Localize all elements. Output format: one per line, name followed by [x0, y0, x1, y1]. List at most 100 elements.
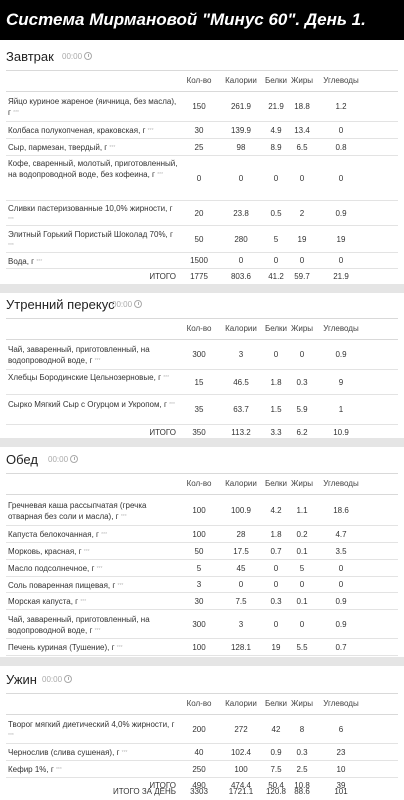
meal-name[interactable]: Обед [6, 452, 38, 467]
food-name[interactable]: Чай, заваренный, приготовленный, на водо… [8, 345, 150, 365]
food-prot-value: 5 [273, 234, 279, 244]
protein-column-header: Белки [264, 324, 288, 333]
food-row[interactable]: Вода, г *** 1500 0 0 0 0 [6, 253, 398, 269]
food-row[interactable]: Колбаса полукопченая, краковская, г *** 3… [6, 122, 398, 139]
edit-icon[interactable]: *** [117, 582, 124, 589]
edit-icon[interactable]: *** [13, 110, 19, 116]
edit-icon[interactable]: *** [94, 358, 101, 364]
food-name[interactable]: Морская капуста, г *** [8, 597, 87, 606]
food-row[interactable]: Гречневая каша рассыпчатая (гречка отвар… [6, 495, 398, 526]
edit-icon[interactable]: *** [121, 750, 128, 756]
food-name[interactable]: Гречневая каша рассыпчатая (гречка отвар… [8, 500, 147, 521]
food-row[interactable]: Морская капуста, г *** 30 7.5 0.3 0.1 0.9 [6, 593, 398, 610]
food-row[interactable]: Морковь, красная, г *** 50 17.5 0.7 0.1 3.5 [6, 543, 398, 560]
edit-icon[interactable]: *** [83, 549, 90, 555]
food-prot-value: 0.7 [270, 546, 282, 556]
food-name[interactable]: Капуста белокочанная, г *** [8, 530, 108, 539]
edit-icon[interactable]: *** [101, 532, 108, 538]
meal-name[interactable]: Ужин [6, 672, 37, 687]
meal-time[interactable]: 00:00 [112, 300, 143, 309]
food-kcal-value: 7.5 [235, 596, 247, 606]
food-row[interactable]: Кефир 1%, г *** 250 100 7.5 2.5 10 [6, 761, 398, 778]
food-row[interactable]: Чай, заваренный, приготовленный, на водо… [6, 610, 398, 639]
edit-icon[interactable]: *** [55, 767, 62, 773]
food-qty-value: 20 [194, 208, 204, 218]
food-name[interactable]: Кефир 1%, г *** [8, 765, 62, 774]
fat-column-header: Жиры [290, 479, 314, 488]
edit-icon[interactable]: *** [96, 566, 103, 572]
edit-icon[interactable]: *** [94, 627, 101, 634]
food-row[interactable]: Печень куриная (Тушение), г *** 100 128.1 1… [6, 639, 398, 656]
food-row[interactable]: Сливки пастеризованные 10,0% жирности, г… [6, 201, 398, 226]
edit-icon[interactable]: *** [8, 217, 14, 223]
food-row[interactable]: Сыр, пармезан, твердый, г *** 25 98 8.9 6.5 0… [6, 139, 398, 156]
food-carb-value: 4.7 [335, 529, 347, 539]
table-header: Кол-во Калории Белки Жиры Углеводы [6, 70, 398, 92]
food-name[interactable]: Чай, заваренный, приготовленный, на водо… [8, 614, 150, 635]
meal-section: Завтрак 00:00 Кол-во Калории Белки Жиры Углево… [0, 44, 404, 284]
qty-column-header: Кол-во [186, 324, 212, 333]
food-name[interactable]: Элитный Горький Пористый Шоколад 70%, г … [8, 229, 173, 249]
clock-icon[interactable] [84, 52, 93, 60]
food-name[interactable]: Масло подсолнечное, г *** [8, 564, 103, 573]
meal-name[interactable]: Утренний перекус [6, 297, 115, 312]
food-name[interactable]: Сыр, пармезан, твердый, г *** [8, 143, 116, 152]
edit-icon[interactable]: *** [8, 732, 14, 739]
clock-icon[interactable] [64, 675, 73, 683]
meal-time[interactable]: 00:00 [62, 52, 93, 61]
edit-icon[interactable]: *** [120, 513, 127, 520]
edit-icon[interactable]: *** [157, 172, 164, 178]
food-row[interactable]: Капуста белокочанная, г *** 100 28 1.8 0.2 4.… [6, 526, 398, 543]
food-row[interactable]: Масло подсолнечное, г *** 5 45 0 5 0 [6, 560, 398, 577]
food-name[interactable]: Творог мягкий диетический 4,0% жирности,… [8, 719, 175, 739]
food-name[interactable]: Морковь, красная, г *** [8, 547, 90, 556]
food-prot-value: 7.5 [270, 764, 282, 774]
total-prot-value: 50.4 [268, 781, 284, 790]
food-row[interactable]: Сырко Мягкий Сыр с Огурцом и Укропом, г … [6, 395, 398, 425]
clock-icon[interactable] [70, 455, 79, 463]
food-row[interactable]: Чернослив (слива сушеная), г *** 40 102.4 0… [6, 744, 398, 761]
food-carb-value: 0.9 [335, 619, 347, 629]
food-carb-value: 0 [338, 173, 344, 183]
food-name[interactable]: Яйцо куриное жареное (яичница, без масла… [8, 97, 177, 117]
food-row[interactable]: Кофе, сваренный, молотый, приготовленный… [6, 156, 398, 201]
food-name[interactable]: Сырко Мягкий Сыр с Огурцом и Укропом, г … [8, 400, 175, 409]
total-fat-value: 59.7 [294, 272, 310, 281]
meal-time[interactable]: 00:00 [48, 455, 79, 464]
page-title: Система Мирмановой "Минус 60". День 1. [0, 0, 404, 40]
food-row[interactable]: Творог мягкий диетический 4,0% жирности,… [6, 715, 398, 744]
edit-icon[interactable]: *** [109, 145, 116, 151]
edit-icon[interactable]: *** [80, 599, 87, 605]
food-name[interactable]: Сливки пастеризованные 10,0% жирности, г… [8, 204, 173, 223]
edit-icon[interactable]: *** [116, 645, 123, 651]
food-name[interactable]: Кофе, сваренный, молотый, приготовленный… [8, 159, 178, 179]
grand-total-carb-value: 101 [334, 787, 348, 796]
grand-total-inner: ИТОГО ЗА ДЕНЬ 3303 1721.1 120.8 88.6 101 [6, 784, 398, 799]
edit-icon[interactable]: *** [163, 375, 170, 381]
edit-icon[interactable]: *** [36, 258, 43, 265]
edit-icon[interactable]: *** [147, 128, 154, 134]
food-carb-value: 0.9 [335, 208, 347, 218]
food-name[interactable]: Колбаса полукопченая, краковская, г *** [8, 126, 154, 135]
food-name[interactable]: Соль поваренная пищевая, г *** [8, 580, 124, 590]
food-row[interactable]: Яйцо куриное жареное (яичница, без масла… [6, 92, 398, 122]
food-row[interactable]: Элитный Горький Пористый Шоколад 70%, г … [6, 226, 398, 253]
food-kcal-value: 100.9 [230, 505, 252, 515]
food-name[interactable]: Вода, г *** [8, 256, 43, 266]
food-row[interactable]: Соль поваренная пищевая, г *** 3 0 0 0 0 [6, 577, 398, 593]
meal-time[interactable]: 00:00 [42, 675, 73, 684]
food-row[interactable]: Чай, заваренный, приготовленный, на водо… [6, 340, 398, 370]
clock-icon[interactable] [134, 300, 143, 308]
edit-icon[interactable]: *** [8, 242, 14, 249]
grand-total-qty-value: 3303 [190, 787, 208, 796]
food-prot-value: 0.9 [270, 747, 282, 757]
edit-icon[interactable]: *** [169, 402, 175, 408]
food-name[interactable]: Чернослив (слива сушеная), г *** [8, 748, 128, 757]
carbs-column-header: Углеводы [323, 479, 359, 488]
food-name[interactable]: Печень куриная (Тушение), г *** [8, 643, 123, 652]
total-label: ИТОГО [149, 781, 176, 790]
meal-name[interactable]: Завтрак [6, 49, 54, 64]
food-name[interactable]: Хлебцы Бородинские Цельнозерновые, г *** [8, 373, 170, 382]
food-row[interactable]: Хлебцы Бородинские Цельнозерновые, г ***… [6, 370, 398, 395]
food-kcal-value: 128.1 [230, 642, 252, 652]
